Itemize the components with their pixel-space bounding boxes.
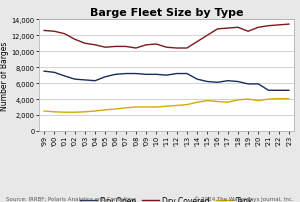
Dry Open	[165, 75, 168, 77]
Tank	[185, 104, 189, 106]
Text: Source: IRRBF; Polaris Analytics and Consulting: Source: IRRBF; Polaris Analytics and Con…	[6, 196, 136, 201]
Title: Barge Fleet Size by Type: Barge Fleet Size by Type	[90, 8, 243, 18]
Dry Open	[52, 72, 56, 74]
Tank	[195, 102, 199, 104]
Dry Open	[206, 81, 209, 83]
Dry Covered	[216, 28, 219, 31]
Line: Tank: Tank	[44, 99, 289, 113]
Tank	[93, 110, 97, 113]
Tank	[83, 111, 87, 114]
Dry Open	[277, 90, 281, 92]
Tank	[206, 100, 209, 102]
Dry Open	[93, 80, 97, 82]
Dry Covered	[134, 47, 138, 50]
Legend: Dry Open, Dry Covered, Tank: Dry Open, Dry Covered, Tank	[77, 193, 256, 202]
Dry Open	[185, 73, 189, 75]
Text: © 2024 The Waterways Journal, Inc.: © 2024 The Waterways Journal, Inc.	[194, 195, 294, 201]
Dry Covered	[73, 39, 76, 41]
Dry Covered	[103, 47, 107, 49]
Dry Open	[63, 75, 66, 78]
Tank	[42, 110, 46, 113]
Dry Covered	[144, 44, 148, 47]
Dry Covered	[93, 44, 97, 47]
Dry Open	[246, 83, 250, 86]
Dry Covered	[175, 47, 178, 50]
Tank	[287, 98, 291, 100]
Dry Open	[195, 79, 199, 81]
Tank	[267, 98, 270, 101]
Dry Open	[287, 90, 291, 92]
Y-axis label: Number of Barges: Number of Barges	[0, 41, 9, 110]
Dry Covered	[83, 43, 87, 45]
Tank	[236, 99, 240, 102]
Tank	[134, 106, 138, 109]
Dry Covered	[226, 28, 230, 30]
Line: Dry Covered: Dry Covered	[44, 25, 289, 49]
Dry Open	[73, 79, 76, 81]
Dry Open	[154, 74, 158, 76]
Dry Covered	[165, 47, 168, 49]
Dry Open	[267, 90, 270, 92]
Tank	[114, 108, 117, 111]
Dry Covered	[154, 44, 158, 46]
Dry Covered	[236, 27, 240, 29]
Tank	[63, 112, 66, 114]
Dry Covered	[52, 31, 56, 33]
Dry Covered	[277, 24, 281, 27]
Dry Covered	[256, 27, 260, 29]
Tank	[144, 106, 148, 109]
Line: Dry Open: Dry Open	[44, 72, 289, 91]
Dry Covered	[246, 31, 250, 33]
Dry Open	[103, 76, 107, 79]
Dry Open	[226, 80, 230, 82]
Dry Covered	[124, 46, 128, 48]
Dry Covered	[114, 46, 117, 48]
Dry Covered	[42, 30, 46, 33]
Tank	[103, 109, 107, 112]
Dry Covered	[195, 41, 199, 44]
Tank	[256, 100, 260, 102]
Tank	[175, 105, 178, 107]
Dry Covered	[206, 35, 209, 37]
Tank	[73, 112, 76, 114]
Dry Open	[114, 74, 117, 76]
Dry Open	[175, 73, 178, 75]
Dry Covered	[287, 24, 291, 26]
Tank	[154, 106, 158, 109]
Tank	[124, 107, 128, 109]
Dry Open	[83, 79, 87, 82]
Dry Covered	[63, 33, 66, 36]
Dry Open	[42, 70, 46, 73]
Dry Open	[236, 81, 240, 83]
Tank	[52, 111, 56, 114]
Dry Covered	[267, 25, 270, 28]
Tank	[165, 105, 168, 108]
Dry Open	[144, 74, 148, 76]
Dry Open	[124, 73, 128, 75]
Tank	[226, 102, 230, 104]
Dry Covered	[185, 47, 189, 50]
Tank	[246, 98, 250, 101]
Dry Open	[216, 82, 219, 84]
Dry Open	[256, 83, 260, 86]
Tank	[216, 101, 219, 103]
Dry Open	[134, 73, 138, 75]
Tank	[277, 98, 281, 100]
